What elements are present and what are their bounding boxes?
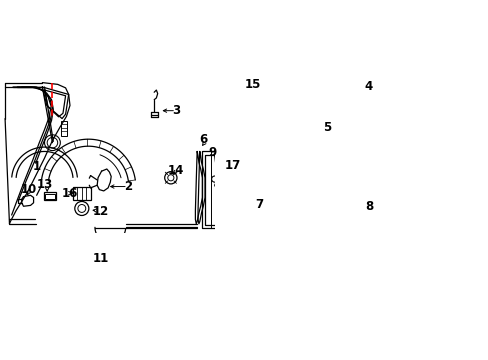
Text: 3: 3: [172, 104, 180, 117]
Text: 6: 6: [199, 133, 207, 146]
Text: 1: 1: [33, 160, 41, 173]
Text: 17: 17: [224, 159, 241, 172]
Bar: [61, 121, 67, 136]
Text: 9: 9: [207, 146, 216, 159]
Text: 13: 13: [36, 178, 53, 191]
Text: 4: 4: [364, 81, 372, 94]
Text: 16: 16: [61, 188, 78, 201]
Bar: [73, 186, 91, 200]
Text: 7: 7: [255, 198, 263, 211]
Text: 11: 11: [92, 252, 109, 265]
Text: 15: 15: [244, 78, 261, 91]
Bar: [45, 194, 55, 199]
Text: 10: 10: [21, 183, 37, 196]
Text: 5: 5: [323, 121, 331, 134]
Bar: [43, 192, 56, 200]
Text: 12: 12: [92, 205, 109, 218]
Bar: [204, 155, 301, 225]
Text: 2: 2: [123, 180, 132, 193]
Text: 8: 8: [364, 200, 372, 213]
Bar: [201, 152, 304, 228]
Text: 14: 14: [167, 164, 184, 177]
